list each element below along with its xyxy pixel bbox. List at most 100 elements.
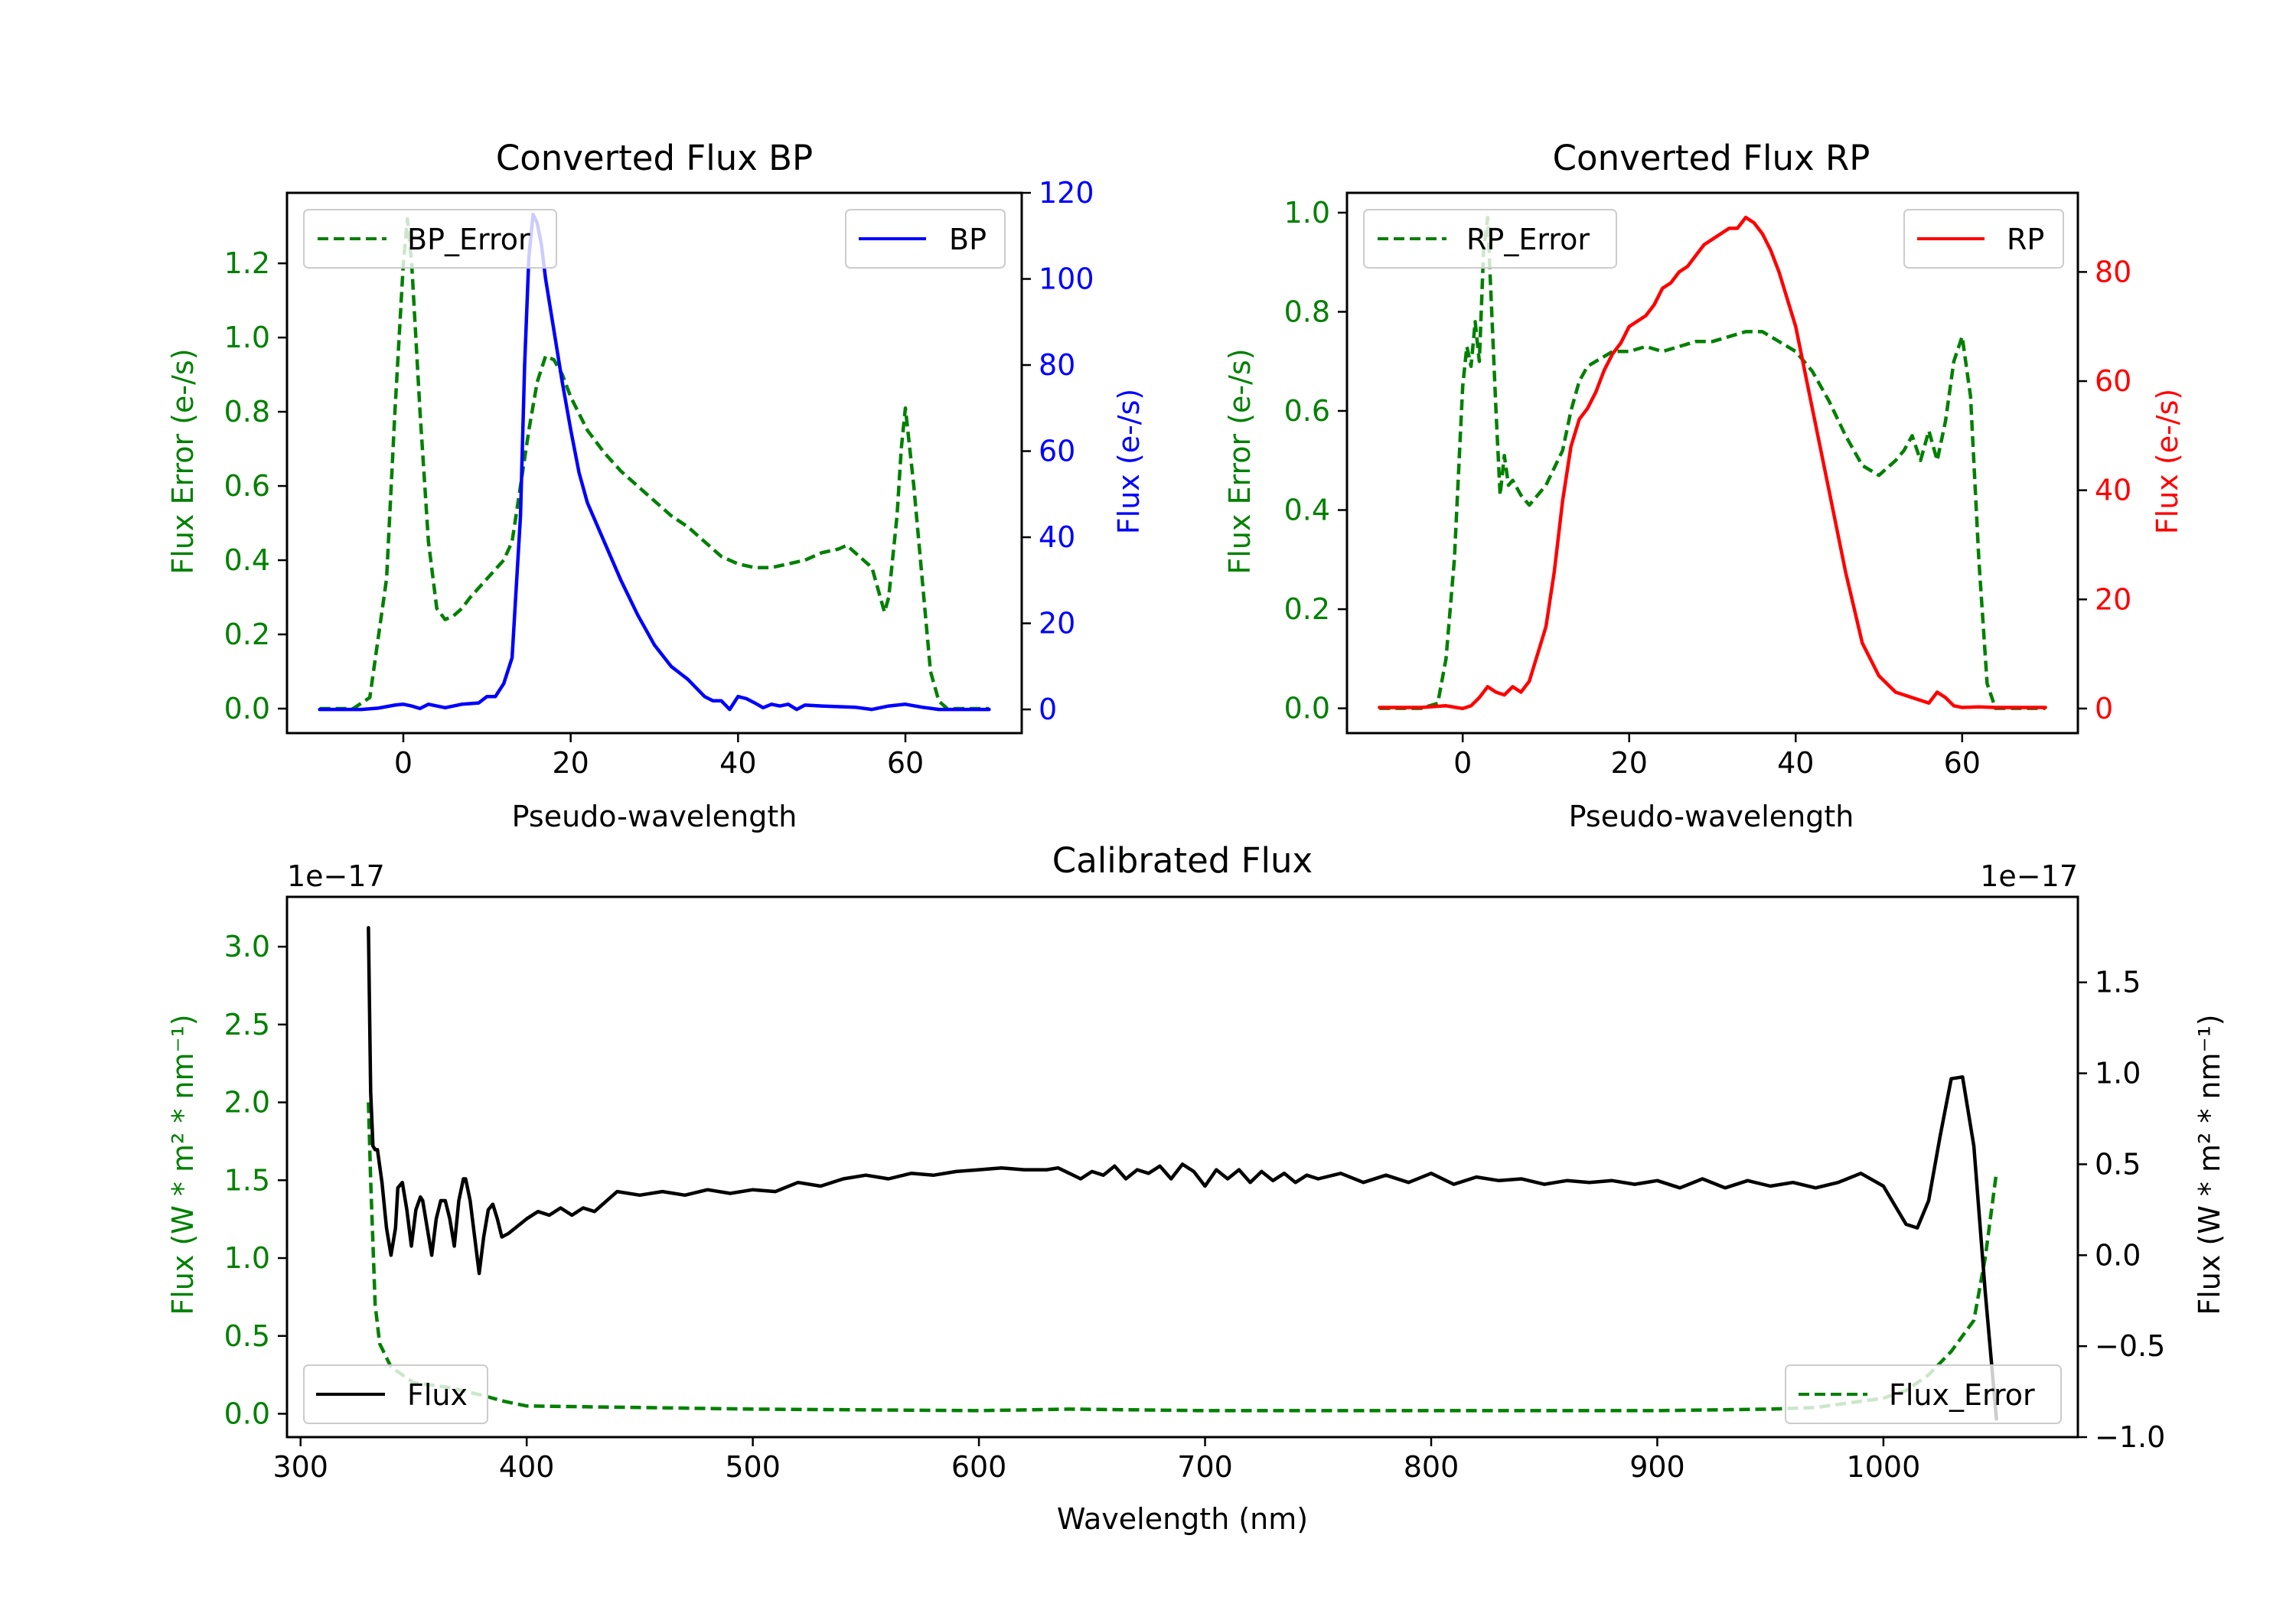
bp-left-ylabel: Flux Error (e-/s) (166, 348, 200, 574)
bp-left-tick-label: 0.4 (224, 543, 270, 577)
rp-right-tick-label: 40 (2095, 474, 2131, 507)
calibrated-legend-error-box (1785, 1364, 2062, 1424)
bp-legend-flux-label: BP (949, 223, 987, 256)
bp-right-tick-label: 100 (1039, 262, 1094, 296)
bp-right-tick-label: 20 (1039, 607, 1075, 641)
bp-plot-frame (285, 191, 1023, 735)
calibrated-right-ylabel: Flux (W * m² * nm⁻¹) (2193, 1014, 2226, 1315)
calibrated-x-ticks: 300 400 500 600 700 800 900 1000 (272, 1437, 1920, 1484)
rp-left-tick-label: 0.4 (1284, 494, 1330, 527)
calibrated-x-tick-label: 600 (951, 1450, 1007, 1484)
rp-legend-flux: RP (1903, 209, 2064, 269)
bp-legend-error-label: BP_Error (407, 223, 530, 256)
bp-left-tick-label: 0.6 (224, 469, 270, 503)
calibrated-right-offset-text: 1e−17 (1980, 859, 2078, 893)
rp-legend-flux-label: RP (2007, 223, 2044, 256)
bp-left-tick-label: 0.8 (224, 395, 270, 429)
calibrated-left-offset-text: 1e−17 (287, 859, 385, 893)
calibrated-legend-flux-box (303, 1364, 488, 1424)
rp-legend-error-label: RP_Error (1466, 223, 1590, 256)
calibrated-legend-flux: Flux (303, 1364, 488, 1424)
rp-right-tick-label: 0 (2095, 692, 2113, 725)
calibrated-x-tick-label: 800 (1404, 1450, 1459, 1484)
rp-legend-error: RP_Error (1363, 209, 1617, 269)
rp-x-tick-label: 0 (1453, 746, 1472, 780)
bp-series-bp (318, 212, 991, 712)
rp-left-tick-label: 0.0 (1284, 692, 1330, 725)
calibrated-title: Calibrated Flux (1052, 840, 1313, 881)
calibrated-left-tick-label: 3.0 (224, 930, 270, 963)
rp-legend-error-box (1363, 209, 1617, 269)
calibrated-left-tick-label: 1.5 (224, 1163, 270, 1197)
bp-right-ylabel: Flux (e-/s) (1112, 389, 1146, 534)
calibrated-left-tick-label: 2.5 (224, 1008, 270, 1041)
calibrated-left-tick-label: 0.0 (224, 1397, 270, 1430)
calibrated-left-tick-label: 1.0 (224, 1241, 270, 1275)
rp-x-ticks: 0 20 40 60 (1453, 733, 1981, 780)
bp-left-tick-label: 0.2 (224, 618, 270, 651)
calibrated-xlabel: Wavelength (nm) (1057, 1502, 1308, 1536)
rp-series-rp (1378, 215, 2047, 711)
rp-right-tick-label: 80 (2095, 255, 2131, 288)
calibrated-right-tick-label: 0.5 (2095, 1147, 2141, 1181)
calibrated-x-tick-label: 400 (499, 1450, 555, 1484)
bp-right-tick-label: 120 (1039, 176, 1094, 210)
rp-xlabel: Pseudo-wavelength (1569, 800, 1854, 833)
calibrated-left-tick-label: 2.0 (224, 1086, 270, 1120)
calibrated-series-flux (367, 926, 1998, 1421)
calibrated-right-tick-label: −0.5 (2095, 1329, 2165, 1363)
calibrated-x-tick-label: 300 (272, 1450, 328, 1484)
bp-right-tick-label: 40 (1039, 520, 1075, 554)
bp-panel: Converted Flux BP Pseudo-wavelength Flux… (166, 138, 1146, 833)
bp-x-tick-label: 20 (552, 746, 589, 780)
calibrated-left-tick-label: 0.5 (224, 1319, 270, 1353)
rp-left-tick-label: 0.2 (1284, 592, 1330, 626)
calibrated-plot-frame (285, 895, 2079, 1439)
bp-xlabel: Pseudo-wavelength (512, 800, 797, 833)
rp-plot-frame (1345, 191, 2079, 735)
bp-series-bp-error (319, 217, 990, 711)
rp-left-tick-label: 1.0 (1284, 196, 1330, 230)
bp-right-tick-label: 80 (1039, 348, 1075, 382)
calibrated-right-tick-label: 0.0 (2095, 1238, 2141, 1272)
rp-left-tick-label: 0.8 (1284, 295, 1330, 328)
rp-x-tick-label: 20 (1611, 746, 1648, 780)
bp-left-ticks: 0.0 0.2 0.4 0.6 0.8 1.0 1.2 (224, 246, 287, 725)
bp-x-tick-label: 0 (394, 746, 413, 780)
bp-x-tick-label: 60 (887, 746, 924, 780)
bp-left-tick-label: 1.2 (224, 246, 270, 280)
bp-left-tick-label: 1.0 (224, 321, 270, 354)
calibrated-x-tick-label: 1000 (1847, 1450, 1921, 1484)
bp-legend-flux: BP (845, 209, 1006, 269)
calibrated-right-tick-label: 1.5 (2095, 966, 2141, 999)
calibrated-legend-error-label: Flux_Error (1889, 1378, 2035, 1412)
rp-x-tick-label: 40 (1777, 746, 1814, 780)
calibrated-right-tick-label: 1.0 (2095, 1057, 2141, 1090)
calibrated-panel: Calibrated Flux Wavelength (nm) 1e−17 1e… (166, 840, 2226, 1536)
bp-left-tick-label: 0.0 (224, 692, 270, 725)
bp-x-tick-label: 40 (719, 746, 756, 780)
rp-left-ticks: 0.0 0.2 0.4 0.6 0.8 1.0 (1284, 196, 1347, 725)
bp-series (318, 212, 991, 712)
calibrated-left-ylabel: Flux (W * m² * nm⁻¹) (166, 1014, 200, 1315)
calibrated-x-tick-label: 900 (1629, 1450, 1685, 1484)
rp-right-tick-label: 60 (2095, 364, 2131, 398)
calibrated-legend-error: Flux_Error (1785, 1364, 2062, 1424)
rp-right-tick-label: 20 (2095, 582, 2131, 616)
bp-title: Converted Flux BP (496, 138, 813, 178)
rp-right-ticks: 0 20 40 60 80 (2078, 255, 2131, 725)
rp-right-ylabel: Flux (e-/s) (2151, 389, 2184, 534)
calibrated-right-tick-label: −1.0 (2095, 1420, 2165, 1454)
bp-legend-error: BP_Error (303, 209, 557, 269)
rp-x-tick-label: 60 (1944, 746, 1981, 780)
rp-left-ylabel: Flux Error (e-/s) (1223, 348, 1257, 574)
rp-title: Converted Flux RP (1553, 138, 1870, 178)
rp-series (1378, 215, 2047, 711)
bp-right-tick-label: 0 (1039, 693, 1057, 726)
rp-panel: Converted Flux RP Pseudo-wavelength Flux… (1223, 138, 2184, 833)
rp-series-rp-error (1379, 216, 2046, 710)
calibrated-right-ticks: −1.0 −0.5 0.0 0.5 1.0 1.5 (2078, 966, 2165, 1454)
bp-right-ticks: 0 20 40 60 80 100 120 (1022, 176, 1094, 726)
bp-legend-error-box (303, 209, 557, 269)
